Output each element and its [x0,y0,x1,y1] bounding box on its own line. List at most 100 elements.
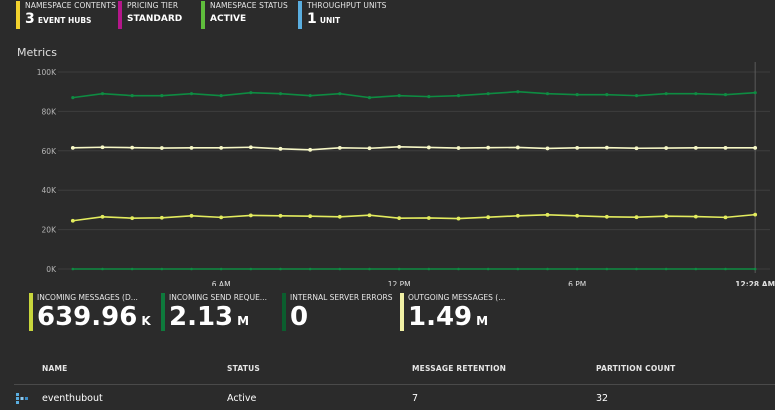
data-point [308,267,312,271]
cell-name[interactable]: eventhubout [42,393,103,404]
data-point [426,145,431,150]
metrics-title: Metrics [17,46,57,59]
summary-pricing-tier[interactable]: PRICING TIER STANDARD [118,1,182,29]
y-tick-label: 60K [42,147,58,156]
data-point [575,267,579,271]
data-point [189,213,194,218]
data-point [337,214,342,219]
y-tick-label: 0K [46,265,57,274]
data-point [159,146,164,150]
kpi-outgoing-messages[interactable]: OUTGOING MESSAGES (... 1.49 M [400,293,505,331]
data-point [278,146,283,151]
data-point [486,215,491,220]
summary-throughput-units[interactable]: THROUGHPUT UNITS 1 UNIT [298,1,387,29]
series-line [72,146,756,151]
summary-label: NAMESPACE CONTENTS [25,1,116,10]
data-point [397,94,401,98]
series-line [72,213,756,222]
table-divider [14,384,775,385]
data-point [605,93,609,97]
column-header-message-retention[interactable]: MESSAGE RETENTION [412,364,507,373]
metrics-chart[interactable]: 100K 80K 60K 40K 20K 0K 6 AM 12 PM 6 PM 12:28 AM [0,60,775,286]
data-point [723,145,728,150]
data-point [753,145,758,150]
column-header-status[interactable]: STATUS [227,364,260,373]
summary-value: STANDARD [127,14,183,24]
summary-namespace-status[interactable]: NAMESPACE STATUS ACTIVE [201,1,288,29]
kpi-unit: M [476,314,489,328]
series-line [72,90,756,99]
kpi-label: INTERNAL SERVER ERRORS [290,293,393,302]
x-tick-label: 6 AM [212,280,231,286]
summary-label: NAMESPACE STATUS [210,1,288,10]
data-point [664,92,668,96]
data-point [664,146,669,150]
data-point [219,94,223,98]
data-point [308,214,313,219]
summary-unit: UNIT [319,16,341,25]
data-point [723,93,728,97]
kpi-incoming-messages[interactable]: INCOMING MESSAGES (D... 639.96 K [29,293,151,331]
data-point [308,147,313,152]
data-point [427,267,431,271]
data-point [427,95,431,99]
data-point [190,267,193,271]
data-point [546,267,549,271]
data-point [278,92,283,96]
data-point [130,94,134,98]
x-tick-label: 12 PM [388,280,411,286]
data-point [456,94,461,98]
event-hub-icon [16,393,28,404]
summary-label: PRICING TIER [127,1,179,10]
data-point [545,212,550,217]
data-point [367,213,372,218]
data-point [486,92,490,96]
data-point [308,94,312,98]
kpi-label: INCOMING SEND REQUE... [169,293,267,302]
data-point [160,94,164,98]
column-header-name[interactable]: NAME [42,364,68,373]
data-point [664,267,668,271]
data-point [426,216,431,220]
data-point [367,96,372,100]
data-point [100,145,105,150]
data-point [278,213,283,218]
data-point [249,267,253,271]
y-tick-label: 80K [42,107,58,116]
data-point [575,145,580,150]
kpi-value: 0 [290,302,309,332]
kpi-label: OUTGOING MESSAGES (... [408,293,506,302]
data-point [486,267,490,271]
data-point [338,92,342,96]
data-point [515,213,520,218]
kpi-unit: K [141,314,151,328]
data-point [219,267,223,271]
kpi-incoming-send-requests[interactable]: INCOMING SEND REQUE... 2.13 M [161,293,267,331]
data-point [634,215,639,220]
data-point [338,267,342,271]
data-point [456,216,461,221]
kpi-label: INCOMING MESSAGES (D... [37,293,138,302]
data-point [604,145,609,150]
data-point [101,267,104,271]
data-point [397,144,402,149]
x-tick-label: 6 PM [568,280,586,286]
data-point [724,267,727,271]
kpi-internal-server-errors[interactable]: INTERNAL SERVER ERRORS 0 [282,293,392,331]
data-point [693,214,698,219]
data-point [100,214,105,219]
data-point [367,146,372,151]
data-point [486,145,491,150]
data-point [605,267,609,271]
data-point [159,215,164,220]
data-point [249,91,253,95]
summary-count: 3 [25,11,35,27]
cell-message-retention: 7 [412,393,419,404]
data-point [397,267,401,271]
cell-status: Active [227,393,257,404]
column-header-partition-count[interactable]: PARTITION COUNT [596,364,676,373]
data-point [753,91,757,95]
cell-partition-count: 32 [596,393,609,404]
summary-namespace-contents[interactable]: NAMESPACE CONTENTS 3 EVENT HUBS [16,1,116,29]
data-point [515,145,520,150]
